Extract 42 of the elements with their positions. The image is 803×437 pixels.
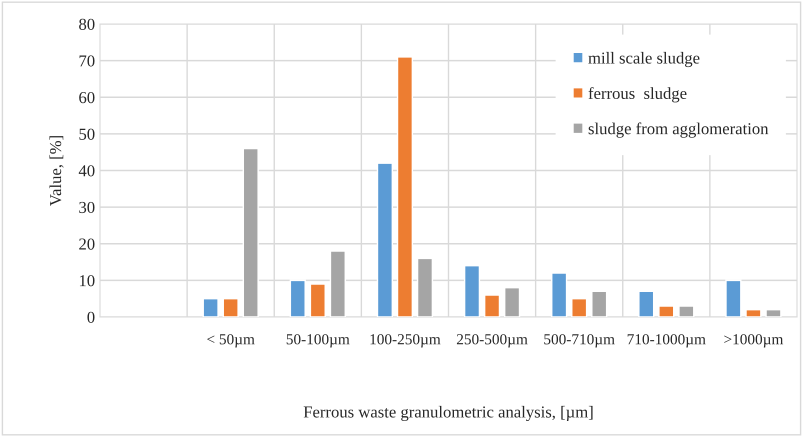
bar xyxy=(222,298,239,317)
bar xyxy=(484,294,500,317)
x-tick-label: 50-100µm xyxy=(286,334,350,348)
bar xyxy=(658,305,674,317)
bar xyxy=(242,148,259,317)
bar xyxy=(591,290,608,317)
bar xyxy=(290,280,306,317)
bar xyxy=(551,272,568,317)
bar xyxy=(330,250,346,317)
y-tick-label: 30 xyxy=(79,202,95,214)
x-tick-label: 710-1000µm xyxy=(628,334,706,348)
legend-label: ferrous sludge xyxy=(588,87,686,102)
y-axis-title: Value, [%] xyxy=(49,136,64,206)
bar xyxy=(396,56,414,317)
bar xyxy=(504,287,520,317)
bar xyxy=(310,283,326,317)
x-axis-title: Ferrous waste granulometric analysis, [µm] xyxy=(304,406,593,422)
bar xyxy=(765,308,782,317)
x-tick-label: >1000µm xyxy=(724,334,784,348)
bar xyxy=(745,308,762,317)
y-tick-label: 0 xyxy=(87,312,95,323)
y-tick-label: 20 xyxy=(79,238,95,250)
bar xyxy=(725,280,742,317)
legend-label: sludge from agglomeration xyxy=(588,122,768,138)
bar xyxy=(678,305,694,317)
y-tick-label: 80 xyxy=(79,18,95,30)
bar xyxy=(376,162,393,317)
bar xyxy=(464,265,480,317)
bar xyxy=(638,290,654,317)
x-tick-label: 250-500µm xyxy=(456,334,528,348)
x-tick-label: 500-710µm xyxy=(544,334,615,348)
x-tick-label: 100-250µm xyxy=(370,334,440,348)
bar xyxy=(571,298,588,317)
y-tick-label: 60 xyxy=(79,92,95,104)
y-tick-label: 70 xyxy=(80,55,95,67)
y-tick-label: 10 xyxy=(80,275,95,286)
bar xyxy=(202,298,219,317)
y-tick-label: 50 xyxy=(79,128,95,140)
y-tick-label: 40 xyxy=(78,165,95,176)
legend-label: mill scale sludge xyxy=(588,52,700,68)
x-tick-label: < 50µm xyxy=(207,334,255,348)
bar xyxy=(416,258,434,317)
